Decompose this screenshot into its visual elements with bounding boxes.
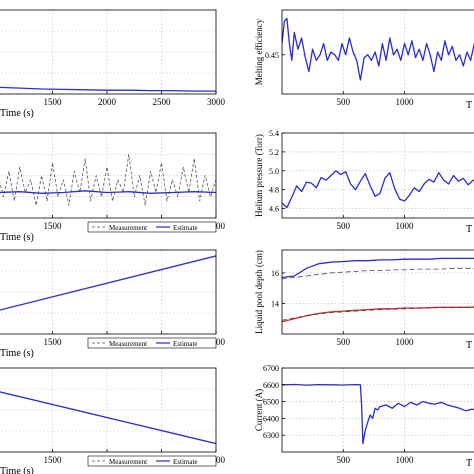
series-line-1 <box>282 257 474 279</box>
legend-box <box>87 221 217 233</box>
x-tick-label: 3000 <box>207 97 226 107</box>
legend: Measurement Estimate <box>87 221 217 233</box>
series-line-2 <box>282 267 474 280</box>
axes-frame <box>281 132 474 219</box>
series-line-1 <box>282 383 474 445</box>
y-tick-label: 14 <box>271 299 279 308</box>
series-group <box>0 255 216 311</box>
series-line-3 <box>282 306 474 323</box>
series-line-1 <box>0 255 216 311</box>
y-tick-label: 0.45 <box>265 51 279 60</box>
legend-label-measurement: Measurement <box>109 458 147 466</box>
x-tick-label: 1500 <box>44 455 63 465</box>
x-axis-label: Time (s) <box>0 466 34 474</box>
axes-frame <box>281 367 474 453</box>
axes-frame <box>281 9 474 95</box>
legend-box <box>87 337 217 349</box>
chart-panel-8: 500 1000 6300 6400 6500 6600 6700 T Current (A) <box>254 364 474 469</box>
x-axis-label-clipped: T <box>466 340 472 351</box>
x-tick-label: 2500 <box>153 97 172 107</box>
series-line-2 <box>0 190 216 194</box>
legend-box <box>87 455 217 467</box>
x-tick-label: 1000 <box>396 221 415 231</box>
y-tick-label: 5.2 <box>269 148 279 157</box>
chart-panel-5: 500 1000 0.45 T Melting efficiency <box>254 9 474 111</box>
legend: Measurement Estimate <box>87 455 217 467</box>
chart-panel-7: 500 1000 14 16 T Liquid pool depth (cm) <box>254 249 474 351</box>
y-tick-label: 16 <box>271 269 279 278</box>
y-tick-label: 4.6 <box>269 205 279 214</box>
series-group <box>282 383 474 445</box>
series-line-1 <box>282 17 474 81</box>
series-group <box>282 170 474 209</box>
series-line-1 <box>282 170 474 209</box>
chart-panel-1: 1500 2000 2500 3000 Time (s) <box>0 9 226 119</box>
y-tick-label: 4.8 <box>269 186 279 195</box>
legend-label-measurement: Measurement <box>109 224 147 232</box>
x-axis-label: Time (s) <box>0 232 34 243</box>
y-axis-label: Liquid pool depth (cm) <box>254 250 264 334</box>
series-group <box>0 86 216 92</box>
x-axis-label-clipped: T <box>466 100 472 111</box>
y-axis-label: Current (A) <box>254 389 264 431</box>
series-line-1 <box>0 153 216 206</box>
y-axis-label: Helium pressure (Torr) <box>254 134 264 217</box>
x-tick-label: 500 <box>337 221 351 231</box>
y-tick-label: 5.4 <box>269 129 279 138</box>
y-tick-label: 6600 <box>263 381 279 390</box>
axes-frame <box>281 249 474 335</box>
series-group <box>0 391 216 445</box>
x-tick-label: 500 <box>337 97 351 107</box>
x-tick-label: 2000 <box>98 97 117 107</box>
series-line-1 <box>0 86 216 92</box>
y-axis-label: Melting efficiency <box>254 18 264 85</box>
series-line-1 <box>0 391 216 445</box>
x-axis-label-clipped: T <box>466 224 472 235</box>
x-tick-label: 1000 <box>396 337 415 347</box>
series-line-4 <box>282 306 474 321</box>
x-tick-label: 1500 <box>44 337 63 347</box>
y-tick-label: 6400 <box>263 414 279 423</box>
x-axis-label-clipped: T <box>466 458 472 469</box>
legend-label-estimate: Estimate <box>173 340 198 348</box>
x-tick-label: 1500 <box>44 221 63 231</box>
series-group <box>0 153 216 206</box>
chart-panel-6: 500 1000 4.6 4.8 5.0 5.2 5.4 T Helium pressure (… <box>254 129 474 235</box>
x-tick-label: 1000 <box>396 455 415 465</box>
x-tick-label: 1000 <box>396 97 415 107</box>
legend-label-estimate: Estimate <box>173 458 198 466</box>
series-group <box>282 257 474 323</box>
x-tick-label: 500 <box>337 455 351 465</box>
y-tick-label: 6500 <box>263 398 279 407</box>
series-group <box>282 17 474 81</box>
x-axis-label: Time (s) <box>0 348 34 359</box>
x-axis-label: Time (s) <box>0 108 34 119</box>
x-tick-label: 500 <box>337 337 351 347</box>
x-tick-label: 1500 <box>44 97 63 107</box>
legend: Measurement Estimate <box>87 337 217 349</box>
y-tick-label: 6700 <box>263 364 279 373</box>
legend-label-estimate: Estimate <box>173 224 198 232</box>
y-tick-label: 5.0 <box>269 167 279 176</box>
y-tick-label: 6300 <box>263 431 279 440</box>
legend-label-measurement: Measurement <box>109 340 147 348</box>
